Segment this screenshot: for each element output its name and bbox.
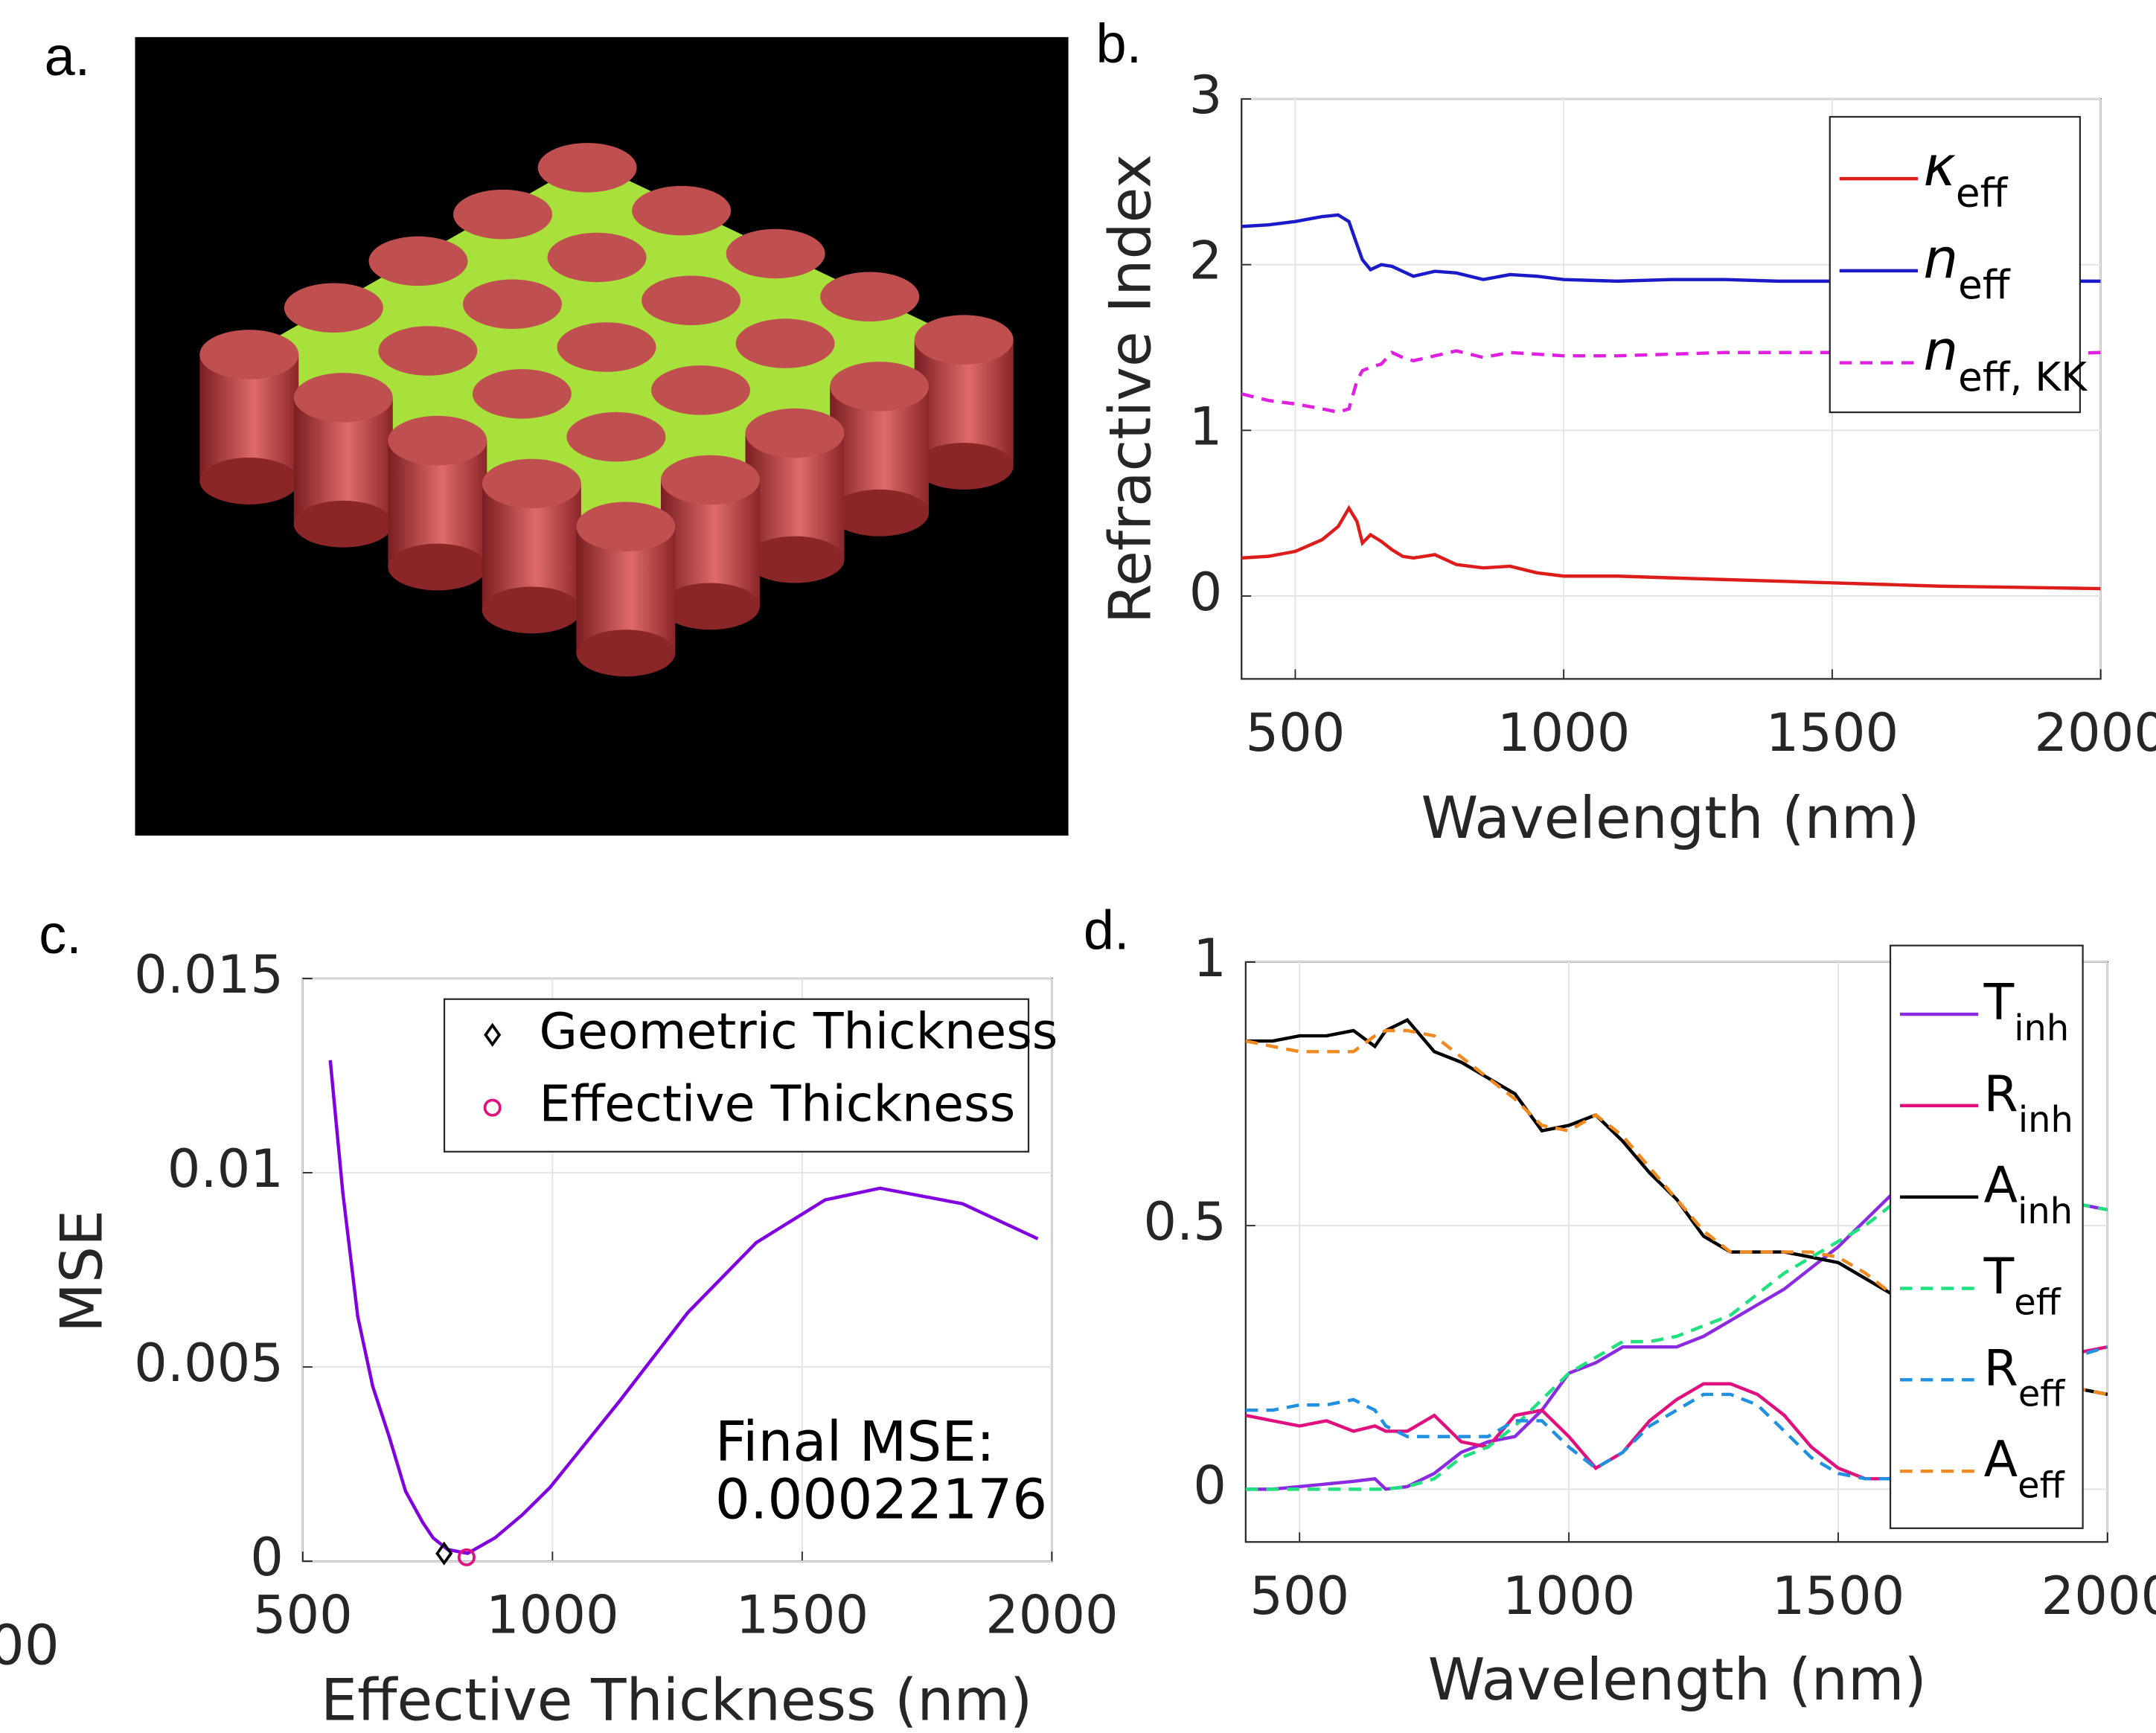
legend-name: A	[1984, 1430, 2018, 1488]
pillar-top	[453, 190, 552, 239]
x-tick-label: 1500	[1772, 1566, 1905, 1627]
x-tick-label: 500	[1250, 1566, 1349, 1627]
legend-name: T	[1983, 973, 2015, 1031]
y-axis-label: Refractive Index	[1098, 154, 1165, 624]
pillar-bottom	[199, 458, 298, 504]
x-tick-label: 2000	[985, 1585, 1119, 1646]
pillar-top	[642, 275, 740, 324]
x-axis-label: Effective Thickness (nm)	[321, 1668, 1032, 1733]
legend-subscript: inh	[2018, 1191, 2073, 1232]
x-tick-label: 2000	[2034, 702, 2156, 763]
pillar-bottom	[746, 536, 845, 583]
y-tick-label: 0.01	[167, 1138, 284, 1199]
pillar-top	[463, 279, 562, 328]
pillar-top	[576, 502, 675, 551]
annotation: Final MSE:	[715, 1410, 995, 1474]
y-tick-label: 0	[1189, 562, 1223, 623]
y-axis-label: MSE	[48, 1210, 115, 1333]
legend-name: n	[1923, 227, 1958, 291]
legend-name: n	[1923, 319, 1958, 383]
y-tick-label: 2	[1189, 231, 1223, 292]
x-tick-label: 2000	[2041, 1566, 2156, 1627]
legend-subscript: eff	[2018, 1465, 2064, 1506]
pillar-top	[566, 412, 665, 461]
legend-name: T	[1983, 1247, 2015, 1305]
panel-label: b.	[1096, 13, 1142, 74]
legend-subscript: eff	[1956, 170, 2009, 216]
legend-subscript: eff, KK	[1958, 353, 2088, 400]
pillar-top	[284, 283, 383, 332]
annotation: 0.00022176	[715, 1468, 1047, 1532]
pillar-top	[473, 369, 572, 418]
x-axis-label: Wavelength (nm)	[1421, 785, 1920, 852]
x-tick-label: 500	[1245, 702, 1345, 763]
pillar-top	[548, 233, 647, 282]
pillar-bottom	[661, 583, 760, 630]
x-tick-label: 1000	[1503, 1566, 1636, 1627]
legend-name: A	[1984, 1156, 2018, 1214]
pillar-top	[632, 186, 731, 235]
x-tick-label: 1500	[1766, 702, 1899, 763]
pillar-bottom	[915, 443, 1014, 490]
x-tick-label: 1500	[736, 1585, 869, 1646]
pillar-bottom	[482, 586, 581, 633]
pillar-top	[388, 416, 487, 465]
legend-subscript: eff	[2014, 1283, 2061, 1324]
y-tick-label: 0.005	[134, 1333, 284, 1394]
y-tick-label: 3	[1189, 65, 1223, 126]
legend-name: κ	[1923, 135, 1956, 199]
y-tick-label: 1	[1189, 396, 1223, 457]
legend-name: R	[1984, 1339, 2018, 1397]
x-tick-label: 1000	[486, 1585, 619, 1646]
y-tick-label: 1	[1193, 928, 1226, 989]
pillar-top	[746, 409, 845, 458]
pillar-bottom	[830, 490, 929, 536]
pillar-top	[736, 318, 835, 368]
x-axis-label: Wavelength (nm)	[1428, 1647, 1927, 1714]
y-tick-label: 0	[1193, 1455, 1226, 1516]
legend-subscript: inh	[2018, 1100, 2073, 1141]
pillar-top	[294, 373, 393, 422]
pillar-top	[482, 459, 581, 508]
x-tick-label: 1000	[1497, 702, 1631, 763]
pillar-top	[820, 272, 919, 321]
legend-name: R	[1984, 1065, 2018, 1123]
pillar-top	[915, 315, 1014, 364]
legend-label: Geometric Thickness	[539, 1002, 1058, 1060]
pillar-top	[661, 455, 760, 504]
y-tick-label: 0.015	[134, 944, 284, 1005]
panel-label: c.	[39, 903, 81, 965]
pillar-top	[726, 229, 825, 278]
y-tick-label: 0.5	[1143, 1191, 1226, 1252]
pillar-top	[378, 326, 477, 375]
legend-subscript: inh	[2014, 1008, 2069, 1049]
legend-subscript: eff	[1958, 262, 2011, 308]
panel-label: a.	[45, 25, 91, 87]
page: {"chart_data": [ {"type": "image", "labe…	[0, 0, 2156, 1733]
legend-label: Effective Thickness	[539, 1075, 1015, 1133]
pillar-top	[199, 330, 298, 379]
y-tick-label: 0	[250, 1527, 284, 1588]
pillar-top	[538, 143, 637, 192]
pillar-top	[368, 237, 467, 286]
pillar-top	[557, 322, 656, 371]
pillar-bottom	[294, 501, 393, 548]
legend-subscript: eff	[2018, 1374, 2065, 1415]
pillar-bottom	[576, 630, 675, 676]
figure: a. 00 b.5001000150020000123Wavelength (n…	[0, 0, 2156, 1733]
pillar-top	[830, 362, 929, 411]
x-tick-label: 500	[253, 1585, 353, 1646]
panel-label: d.	[1084, 899, 1130, 961]
clipped-text: 00	[0, 1613, 60, 1677]
pillar-top	[651, 365, 750, 414]
pillar-bottom	[388, 544, 487, 591]
